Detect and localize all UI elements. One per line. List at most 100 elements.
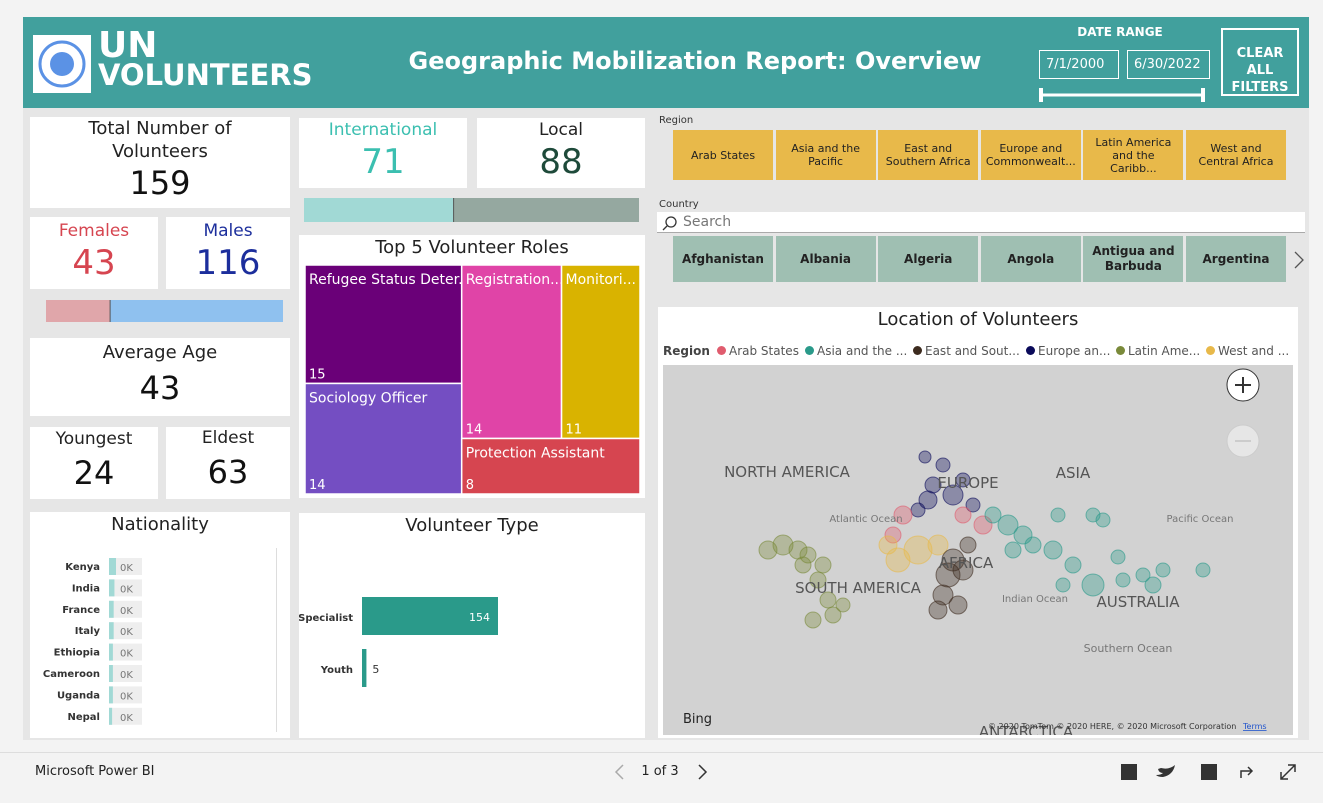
footer-brand: Microsoft Power BI: [35, 764, 155, 779]
kpi-value: 116: [195, 243, 261, 283]
end-date[interactable]: 6/30/2022: [1127, 50, 1210, 79]
slicer-button[interactable]: Afghanistan: [673, 236, 773, 282]
kpi-label: Average Age: [102, 342, 218, 363]
bar: [362, 597, 498, 635]
share-icons[interactable]: [1118, 762, 1303, 782]
map-bubble: [893, 505, 913, 525]
map-bubble: [1024, 536, 1042, 554]
tile-value: 15: [309, 367, 326, 382]
clear-filters-button[interactable]: CLEAR ALL FILTERS: [1221, 28, 1299, 96]
legend-swatch: [1206, 346, 1215, 355]
map-bubble: [955, 472, 971, 488]
map-bubble: [1095, 512, 1111, 528]
kpi-label: Males: [203, 221, 253, 241]
visual-title: Nationality: [111, 514, 209, 535]
slicer-button[interactable]: East and Southern Africa: [878, 130, 979, 180]
legend-label: West and ...: [1218, 344, 1290, 358]
slicer-button[interactable]: Latin America and the Caribb...: [1083, 130, 1184, 180]
bar: [109, 558, 116, 575]
report-title: Geographic Mobilization Report: Overview: [408, 47, 982, 75]
treemap-tile: [460, 437, 640, 494]
kpi-value: 71: [361, 142, 405, 182]
bar-segment: [46, 300, 111, 322]
map-bubble: [952, 559, 974, 581]
map-bubble: [878, 535, 898, 555]
kpi-card: Total Number of Volunteers 159: [30, 117, 290, 208]
slicer-button[interactable]: Asia and the Pacific: [775, 130, 876, 180]
kpi-label: International: [328, 120, 438, 140]
kpi-card: International 71: [299, 118, 467, 188]
data-label: 0K: [120, 584, 133, 595]
data-label: 0K: [120, 563, 133, 574]
start-date[interactable]: 7/1/2000: [1039, 50, 1119, 79]
bar-chart: Specialist 154 Youth 5: [299, 597, 498, 687]
slicer-button[interactable]: Europe and Commonwealt...: [980, 130, 1081, 180]
category-label: France: [62, 605, 100, 616]
map-bubble: [772, 534, 794, 556]
map-bubble: [758, 540, 778, 560]
search-box[interactable]: Search: [657, 212, 1305, 233]
data-label: 0K: [120, 713, 133, 724]
kpi-label: Local: [538, 120, 584, 140]
treemap-tile: [460, 265, 563, 440]
tile-value: 14: [309, 478, 326, 493]
category-label: Cameroon: [43, 669, 100, 680]
label-box: [109, 579, 142, 597]
treemap-tile: [305, 265, 463, 385]
map-bubble: [965, 497, 981, 513]
slicer-button[interactable]: Angola: [980, 236, 1081, 282]
category-label: Italy: [75, 626, 101, 637]
kpi-label: Total Number of Volunteers: [88, 118, 232, 162]
category-label: Uganda: [57, 690, 100, 701]
label-box: [109, 558, 142, 575]
map-bubble: [809, 571, 827, 589]
kpi-card: Males 116: [166, 217, 290, 289]
legend-label: Latin Ame...: [1128, 344, 1201, 358]
map-bubble: [804, 611, 822, 629]
logo-text: UN: [98, 25, 158, 66]
date-range-label: DATE RANGE: [1077, 25, 1163, 39]
kpi-card: Youngest 24: [30, 427, 158, 499]
map-bubble: [1110, 549, 1126, 565]
slicer-button[interactable]: West and Central Africa: [1186, 130, 1286, 180]
kpi-value: 43: [139, 369, 181, 407]
map[interactable]: NORTH AMERICA EUROPE ASIA Atlantic Ocean Pac…: [663, 365, 1293, 735]
footer: [0, 752, 1323, 803]
visual-title: Top 5 Volunteer Roles: [375, 237, 569, 258]
scrollbar[interactable]: [276, 548, 282, 732]
map-bubble: [935, 457, 951, 473]
map-bubble: [910, 502, 926, 518]
legend-swatch: [805, 346, 814, 355]
map-bubble: [1155, 562, 1171, 578]
page-nav[interactable]: [610, 762, 720, 782]
slicer-button[interactable]: Argentina: [1186, 236, 1286, 282]
label-box: [109, 686, 142, 704]
header: [23, 17, 1309, 108]
split-bar: [304, 198, 639, 222]
map-bubble: [1195, 562, 1211, 578]
search-placeholder: Search: [683, 214, 732, 230]
slicer-button[interactable]: Antigua and Barbuda: [1083, 236, 1184, 282]
map-bubble: [884, 526, 902, 544]
bar: [109, 686, 113, 704]
tile-label: Protection Assistant: [466, 445, 606, 461]
treemap-tile: [560, 265, 640, 440]
legend-item: West and ...: [1206, 344, 1289, 358]
bar: [109, 579, 115, 597]
tile-label: Monitori...: [566, 272, 636, 288]
kpi-label: Youngest: [55, 429, 133, 449]
legend-label: Asia and the ...: [817, 344, 908, 358]
label-box: [109, 643, 142, 661]
map-provider: Bing: [683, 712, 712, 727]
legend-item: Latin Ame...: [1116, 344, 1200, 358]
kpi-card: Average Age 43: [30, 338, 290, 416]
map-bubble: [997, 514, 1019, 536]
slicer-button[interactable]: Albania: [775, 236, 876, 282]
next-arrow[interactable]: [1292, 250, 1306, 270]
slicer-button[interactable]: Algeria: [878, 236, 979, 282]
date-slider[interactable]: [1036, 86, 1208, 104]
search-icon: [662, 216, 677, 231]
data-label: 154: [469, 611, 490, 624]
slicer-button[interactable]: Arab States: [673, 130, 773, 180]
map-terms[interactable]: Terms: [1242, 722, 1267, 731]
